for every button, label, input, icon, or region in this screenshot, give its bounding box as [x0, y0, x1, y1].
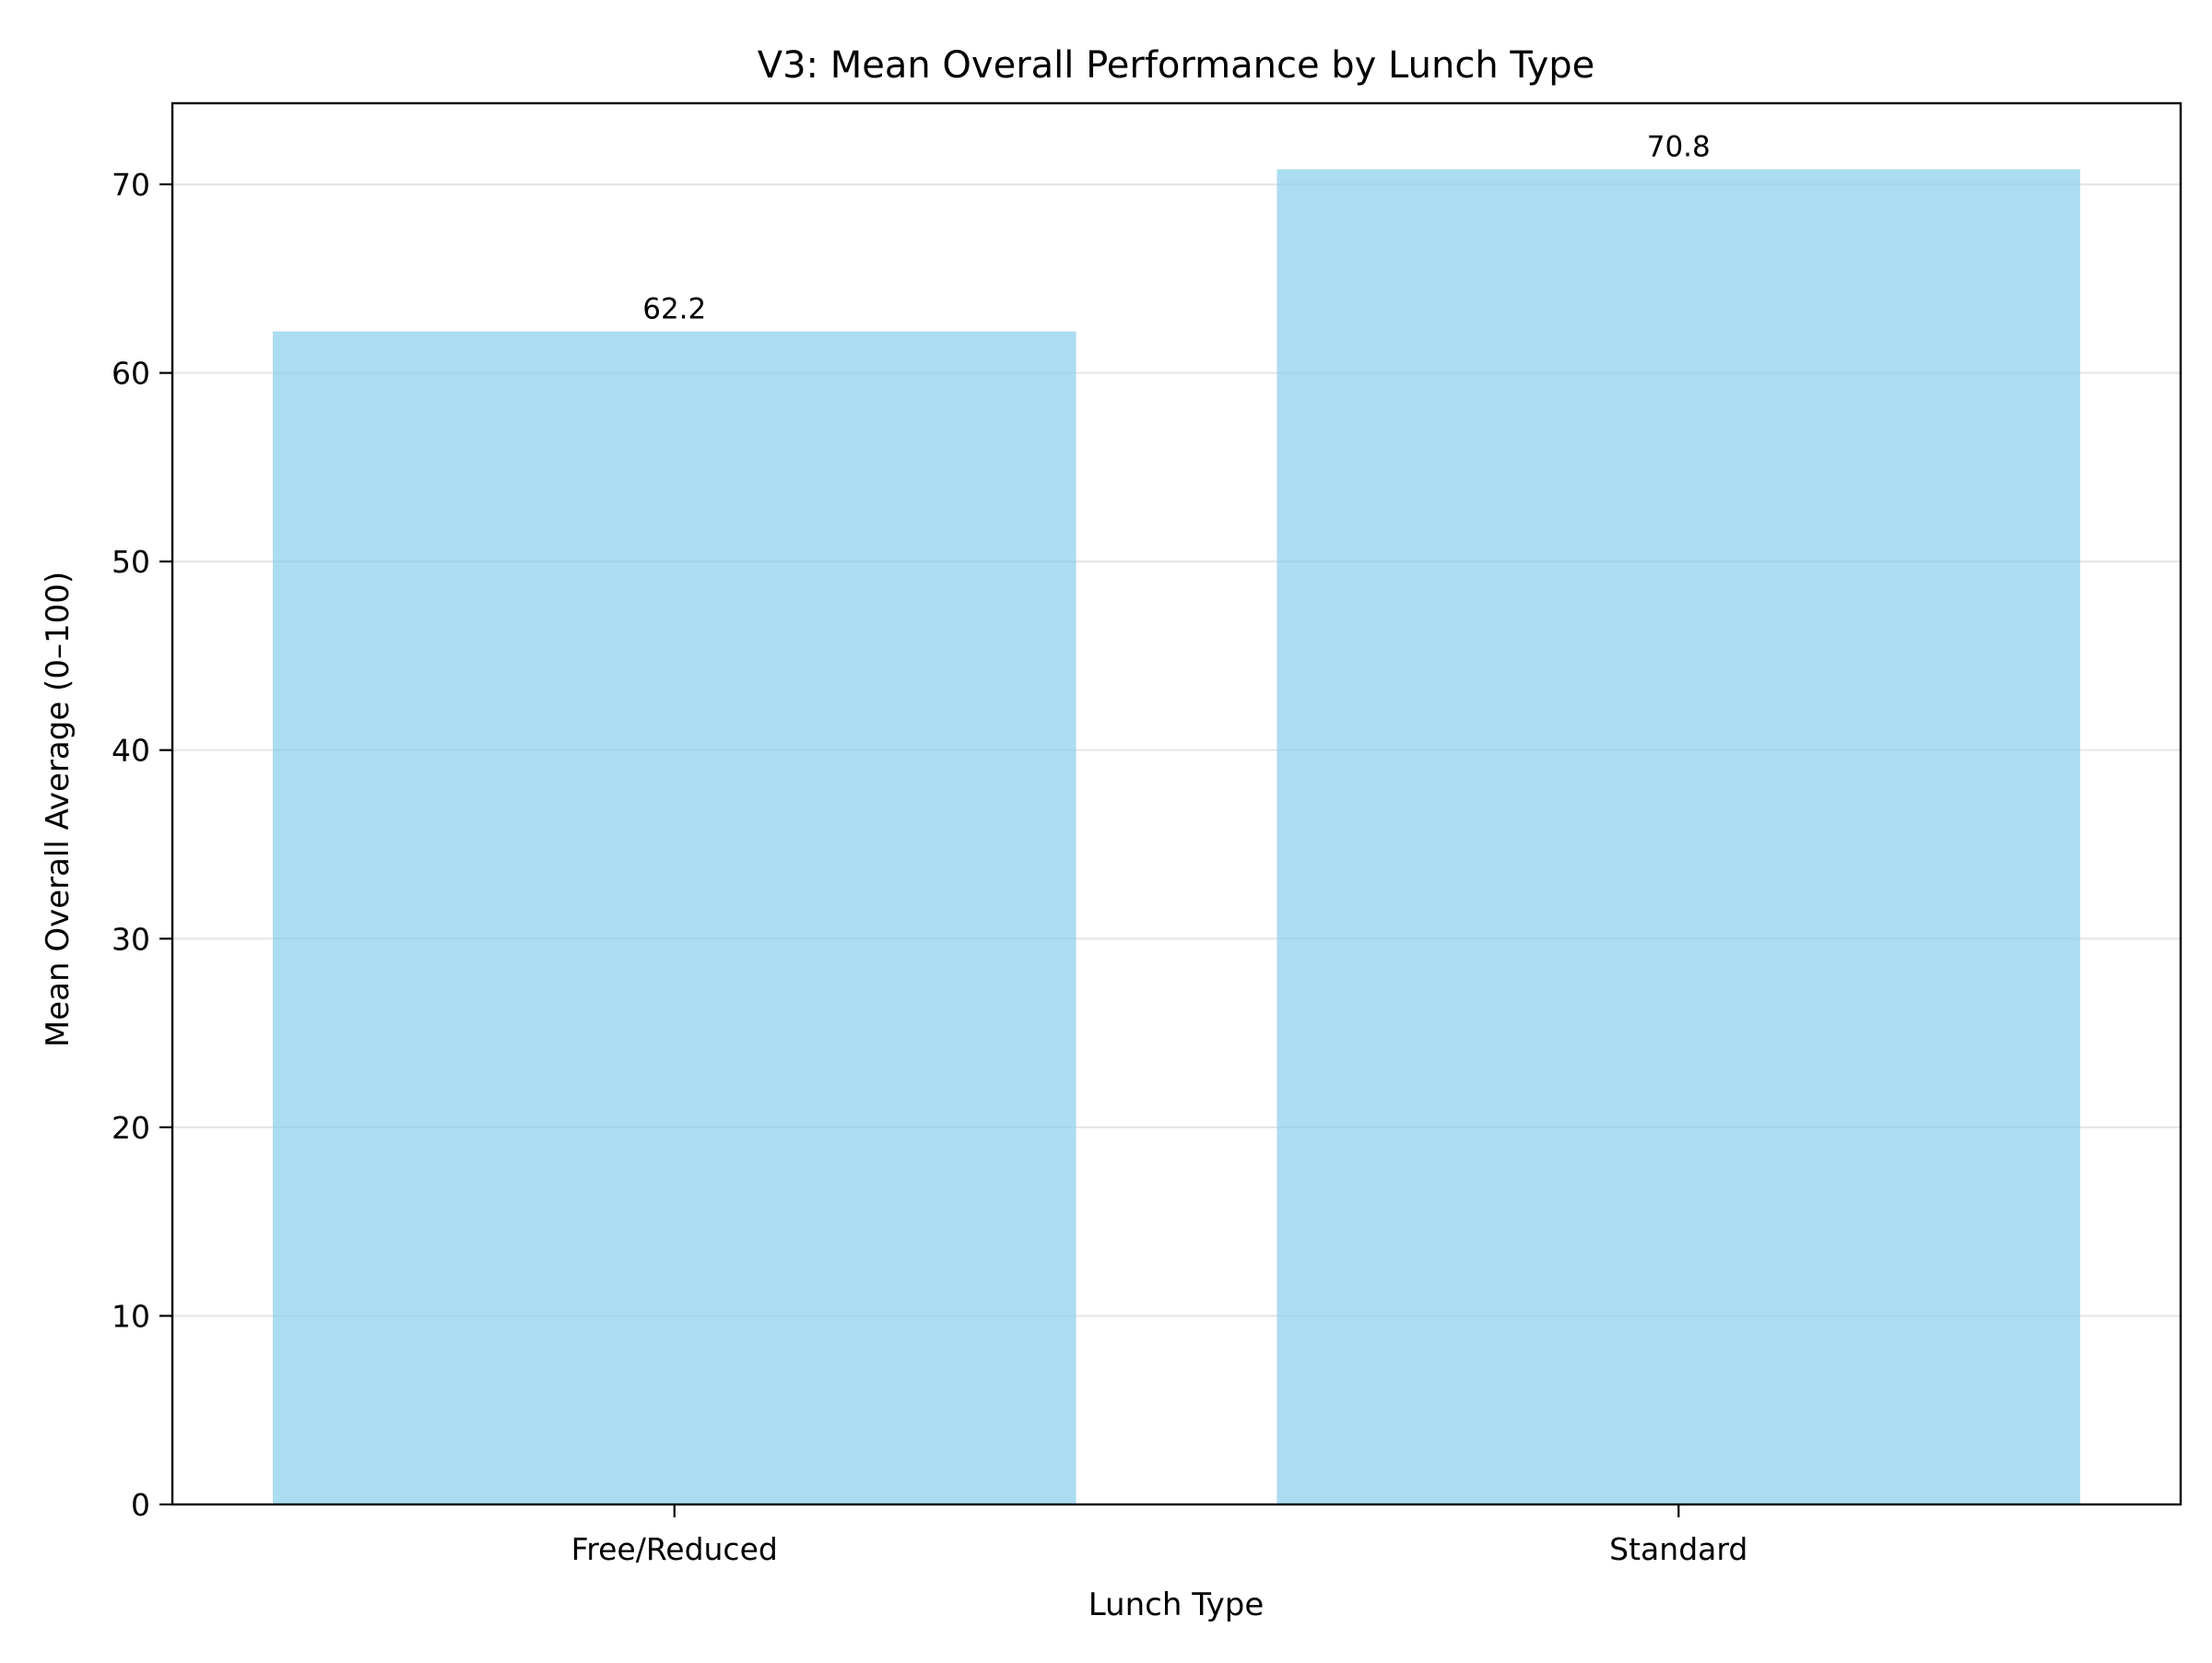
y-tick-label: 0	[131, 1487, 150, 1523]
y-tick-label: 10	[112, 1298, 150, 1334]
y-tick-label: 20	[112, 1110, 150, 1146]
x-tick-label: Standard	[1609, 1531, 1747, 1567]
plot-frame	[171, 101, 2183, 1506]
bars	[272, 169, 2081, 1505]
ticks: 0 10 20 30 40 50 60 70 Free/Reduced Standard	[112, 167, 1747, 1567]
y-tick-label: 30	[112, 921, 150, 957]
y-tick-label: 40	[112, 733, 150, 769]
data-label: 70.8	[1647, 131, 1711, 164]
bar	[272, 331, 1077, 1505]
chart-title: V3: Mean Overall Performance by Lunch Ty…	[758, 44, 1595, 87]
bar	[1277, 169, 2081, 1505]
y-tick-label: 70	[112, 167, 150, 203]
axes	[171, 101, 2183, 1506]
y-tick-label: 50	[112, 544, 150, 580]
data-label: 62.2	[642, 293, 706, 326]
x-axis-label: Lunch Type	[1088, 1586, 1265, 1623]
y-axis-label: Mean Overall Average (0–100)	[40, 572, 76, 1047]
data-labels: 62.2 70.8	[642, 131, 1711, 326]
y-tick-label: 60	[112, 356, 150, 392]
x-tick-label: Free/Reduced	[571, 1531, 778, 1567]
